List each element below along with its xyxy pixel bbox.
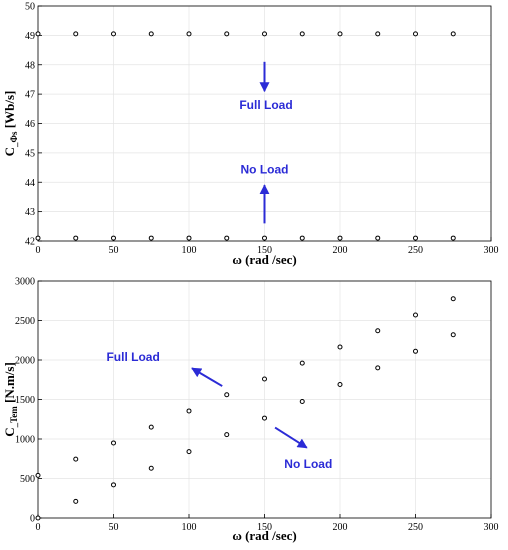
x-tick-label: 150 (257, 245, 272, 256)
annotation-label: No Load (241, 162, 289, 176)
y-tick-label: 43 (25, 207, 35, 218)
data-point (186, 408, 192, 414)
y-tick-label: 1500 (15, 395, 35, 406)
data-point (73, 456, 79, 462)
y-axis-label: C_Tem [N.m/s] (2, 362, 19, 437)
data-point (299, 398, 305, 404)
data-point (450, 296, 456, 302)
data-point (111, 31, 116, 37)
annotation-arrow (274, 426, 308, 449)
data-point (35, 235, 41, 241)
data-point (111, 482, 116, 488)
y-tick-label: 3000 (15, 277, 35, 288)
data-point (450, 235, 456, 241)
data-point (262, 376, 267, 382)
data-point (186, 31, 192, 37)
data-point (224, 432, 230, 438)
x-tick-label: 0 (36, 522, 41, 533)
data-point (35, 31, 41, 37)
data-point (262, 415, 267, 421)
x-tick-label: 300 (484, 245, 499, 256)
data-point (224, 235, 230, 241)
y-tick-label: 48 (25, 60, 35, 71)
y-tick-label: 42 (25, 237, 35, 248)
chart-top: 0 50 100 150 200 250 300 42 43 44 45 46 47 48 49 50 ω (r… (2, 2, 499, 268)
data-point (262, 31, 267, 37)
data-point (73, 31, 79, 37)
data-point (375, 235, 381, 241)
x-tick-label: 100 (182, 245, 197, 256)
data-point (375, 328, 381, 334)
data-point (299, 360, 305, 366)
data-point (148, 31, 154, 37)
data-point (111, 440, 116, 446)
data-point (73, 498, 79, 504)
data-point (148, 465, 154, 471)
chart-bottom: 0 50 100 150 200 250 3000500100015002000250030… (2, 277, 499, 544)
y-tick-label: 1000 (15, 435, 35, 446)
x-tick-label: 200 (333, 522, 348, 533)
x-tick-label: 50 (109, 522, 119, 533)
x-tick-label: 0 (36, 245, 41, 256)
data-point (413, 31, 418, 37)
x-axis-label: ω (rad /sec) (232, 252, 296, 267)
y-tick-label: 50 (25, 2, 35, 13)
x-tick-label: 150 (257, 522, 272, 533)
data-point (148, 235, 154, 241)
annotation-label: No Load (284, 457, 332, 471)
x-axis-label: ω (rad /sec) (232, 528, 296, 543)
data-point (413, 235, 418, 241)
x-tick-label: 250 (408, 245, 423, 256)
y-tick-label: 500 (20, 474, 35, 485)
x-tick-label: 250 (408, 522, 423, 533)
data-point (186, 235, 192, 241)
data-point (450, 332, 456, 338)
data-point (450, 31, 456, 37)
data-point (337, 235, 343, 241)
data-point (73, 235, 79, 241)
y-tick-label: 47 (25, 90, 35, 101)
data-point (35, 472, 41, 478)
data-point (299, 235, 305, 241)
y-tick-label: 2500 (15, 316, 35, 327)
data-point (262, 235, 267, 241)
data-point (224, 31, 230, 37)
annotation-label: Full Load (239, 98, 292, 112)
y-tick-label: 2000 (15, 356, 35, 367)
data-point (224, 392, 230, 398)
x-tick-label: 300 (484, 522, 499, 533)
y-axis-label: C_Φs [Wb/s] (2, 91, 19, 157)
y-tick-label: 46 (25, 119, 35, 130)
data-point (186, 449, 192, 455)
y-tick-label: 45 (25, 148, 35, 159)
data-point (299, 31, 305, 37)
data-point (111, 235, 116, 241)
y-tick-label: 44 (25, 178, 35, 189)
data-point (413, 312, 418, 318)
data-point (413, 348, 418, 354)
annotation-label: Full Load (106, 350, 159, 364)
x-tick-label: 50 (109, 245, 119, 256)
data-point (148, 424, 154, 430)
data-point (375, 365, 381, 371)
annotation-arrow (191, 367, 223, 387)
data-point (337, 381, 343, 387)
x-tick-label: 100 (182, 522, 197, 533)
data-point (35, 515, 41, 521)
data-point (337, 31, 343, 37)
data-point (337, 344, 343, 350)
data-point (375, 31, 381, 37)
y-tick-label: 0 (30, 514, 35, 525)
x-tick-label: 200 (333, 245, 348, 256)
y-tick-label: 49 (25, 31, 35, 42)
